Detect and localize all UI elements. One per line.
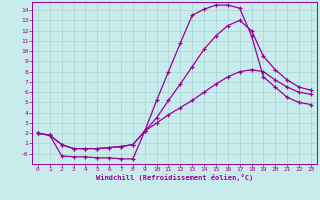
X-axis label: Windchill (Refroidissement éolien,°C): Windchill (Refroidissement éolien,°C) [96,174,253,181]
